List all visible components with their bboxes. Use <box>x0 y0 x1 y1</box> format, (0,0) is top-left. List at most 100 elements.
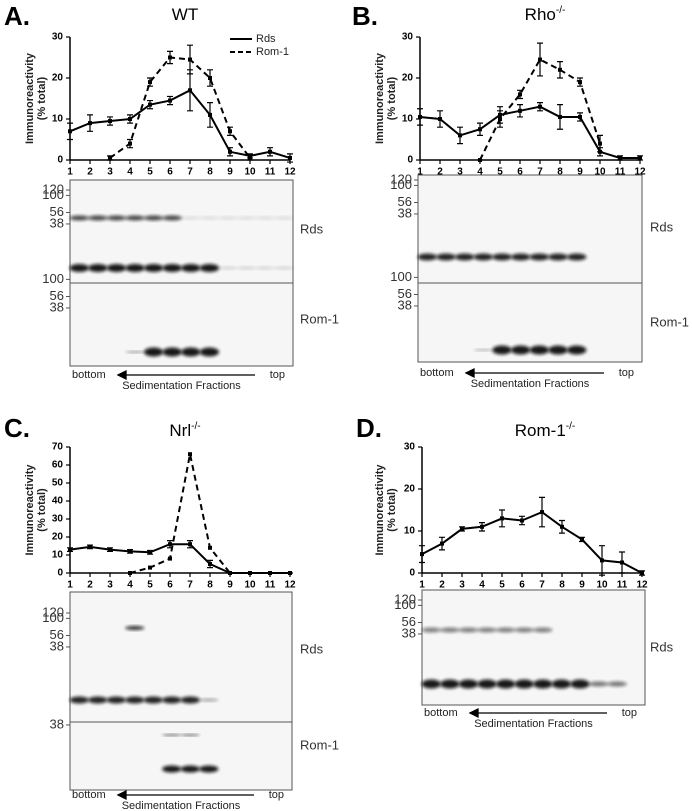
data-point <box>598 141 602 146</box>
blot-band <box>514 679 534 689</box>
x-tick-label: 3 <box>457 167 463 178</box>
data-point <box>248 155 252 160</box>
data-point <box>128 549 132 554</box>
data-point <box>188 452 192 457</box>
y-tick-label: 10 <box>52 550 64 561</box>
x-tick-label: 9 <box>579 580 585 591</box>
data-point <box>498 117 502 121</box>
mw-marker: 38 <box>50 299 64 314</box>
mw-marker: 56 <box>402 614 416 629</box>
data-point <box>540 510 544 515</box>
data-point <box>68 129 72 134</box>
blot-band <box>88 215 108 221</box>
mw-marker: 56 <box>50 204 64 219</box>
data-point <box>420 552 424 557</box>
blot-label: Rom-1 <box>300 311 339 326</box>
x-tick-label: 4 <box>127 167 133 178</box>
x-tick-label: 5 <box>497 167 503 178</box>
data-point <box>148 550 152 555</box>
y-axis-label: Immunoreactivity <box>374 464 386 556</box>
blot-band <box>274 216 294 220</box>
blot-label: Rds <box>650 639 674 654</box>
mw-marker: 100 <box>394 597 416 612</box>
data-point <box>288 571 292 575</box>
blot-band <box>440 679 460 689</box>
blot-band <box>477 679 497 689</box>
data-point <box>228 149 232 154</box>
data-point <box>500 516 504 521</box>
panel-label: D. <box>356 413 382 443</box>
mw-marker: 38 <box>398 297 412 312</box>
y-tick-label: 70 <box>52 442 64 453</box>
blot-band <box>274 266 294 270</box>
blot-label: Rom-1 <box>300 737 339 752</box>
title-text: Rho <box>525 5 556 24</box>
direction-label: Sedimentation Fractions <box>471 378 590 390</box>
x-tick-label: 4 <box>477 167 483 178</box>
x-tick-label: 8 <box>557 167 563 178</box>
blot-label: Rds <box>300 221 324 236</box>
mw-marker: 100 <box>42 187 64 202</box>
x-tick-label: 8 <box>207 167 213 178</box>
x-tick-label: 5 <box>147 580 153 591</box>
blot-band <box>529 345 550 355</box>
y-tick-label: 20 <box>404 484 416 495</box>
panel-title: Nrl-/- <box>169 421 200 441</box>
data-point <box>518 108 522 113</box>
data-point <box>148 80 152 85</box>
y-tick-label: 10 <box>402 114 414 125</box>
x-tick-label: 6 <box>517 167 523 178</box>
blot-band <box>106 264 127 272</box>
blot-band <box>607 681 627 687</box>
y-tick-label: 60 <box>52 460 64 471</box>
y-tick-label: 0 <box>409 568 415 579</box>
data-point <box>640 571 644 575</box>
direction-arrow <box>468 707 607 719</box>
data-point <box>168 98 172 103</box>
blot-band <box>492 253 512 261</box>
blot-band <box>125 351 145 353</box>
data-point <box>168 55 172 60</box>
mw-marker: 100 <box>42 610 64 625</box>
x-tick-label: 2 <box>87 580 93 591</box>
blot-band <box>143 264 164 272</box>
y-tick-label: 0 <box>57 568 63 579</box>
panel-title: Rho-/- <box>525 5 566 25</box>
blot-band <box>436 253 456 261</box>
data-point <box>228 571 232 575</box>
x-tick-label: 6 <box>519 580 525 591</box>
blot-band <box>421 679 441 689</box>
blot-band <box>143 696 163 704</box>
blot-band <box>236 266 257 270</box>
x-tick-label: 5 <box>499 580 505 591</box>
x-tick-label: 7 <box>187 167 193 178</box>
y-tick-label: 30 <box>52 514 64 525</box>
blot-image <box>69 721 293 791</box>
blot-band <box>566 253 587 261</box>
data-point <box>418 114 422 119</box>
y-tick-label: 20 <box>402 73 414 84</box>
x-tick-label: 11 <box>265 580 276 591</box>
blot-label: Rds <box>300 641 324 656</box>
data-point <box>560 524 564 529</box>
y-tick-label: 40 <box>52 496 64 507</box>
mw-marker: 100 <box>42 271 64 286</box>
series-line <box>421 510 643 574</box>
panel-title: Rom-1-/- <box>515 421 575 441</box>
title-text: Nrl <box>169 421 191 440</box>
y-tick-label: 0 <box>57 155 63 166</box>
x-tick-label: 7 <box>539 580 545 591</box>
direction-start: bottom <box>72 369 106 381</box>
x-tick-label: 2 <box>87 167 93 178</box>
y-tick-label: 20 <box>52 73 64 84</box>
data-point <box>268 571 272 575</box>
direction-end: top <box>270 369 285 381</box>
mw-marker: 38 <box>50 215 64 230</box>
y-tick-label: 30 <box>402 32 414 43</box>
mw-marker: 100 <box>390 269 412 284</box>
direction-arrow <box>116 789 254 801</box>
x-tick-label: 8 <box>207 580 213 591</box>
mw-marker: 38 <box>398 205 412 220</box>
data-point <box>108 119 112 124</box>
series-line <box>109 56 251 159</box>
